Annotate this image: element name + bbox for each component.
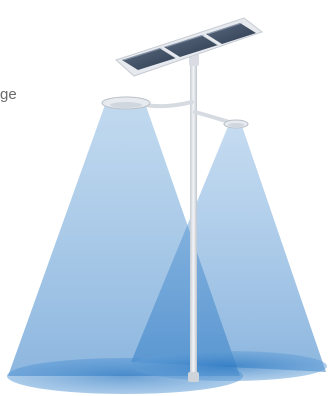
lamp-arms	[138, 100, 238, 126]
solar-panel-icon	[115, 17, 264, 77]
panel-bracket	[189, 54, 199, 66]
lamp-head-right-icon	[223, 119, 249, 129]
right-light-beam	[131, 124, 326, 372]
street-pole-icon	[188, 62, 199, 382]
lamp-head-icon	[101, 96, 151, 110]
right-ground-light-pool	[131, 351, 327, 381]
cropped-label-text: ge	[0, 86, 17, 103]
